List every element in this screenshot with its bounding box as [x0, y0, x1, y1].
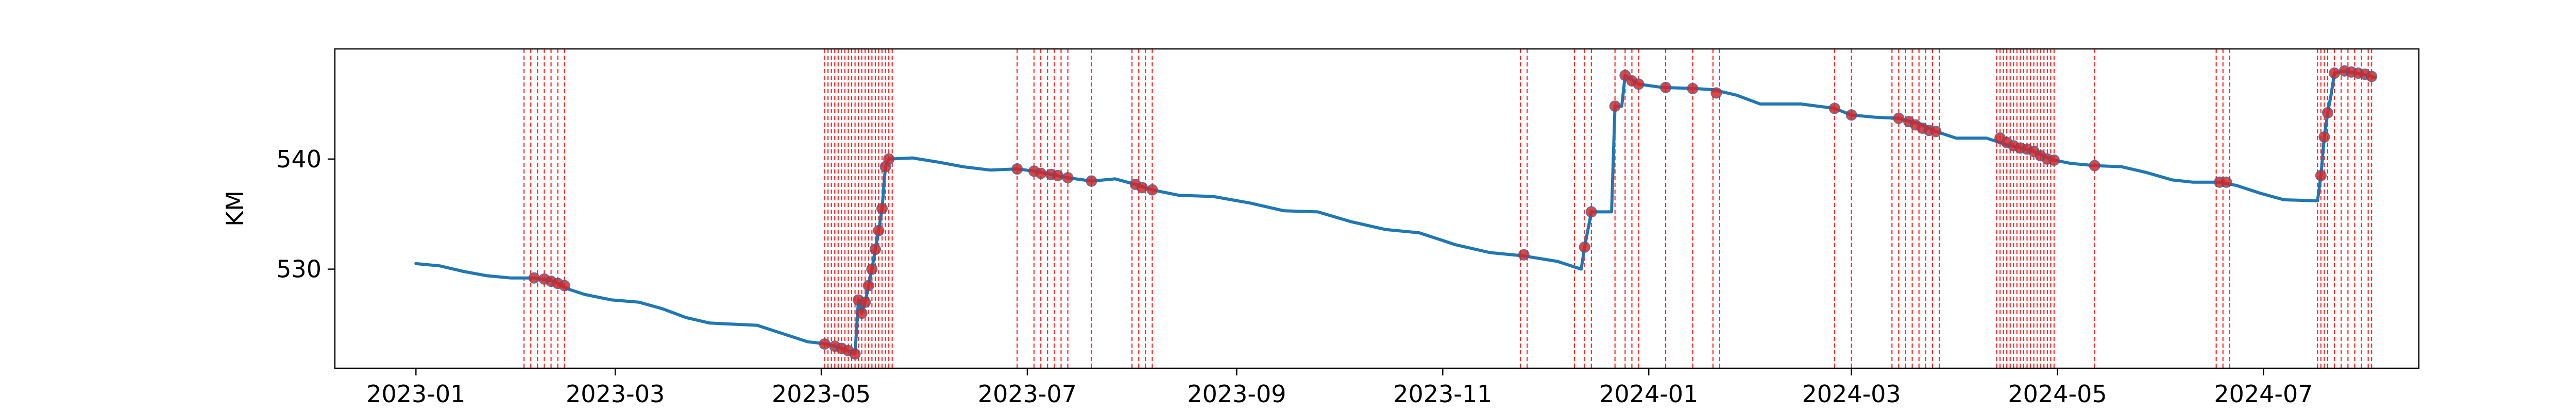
x-tick-label: 2024-03	[1802, 380, 1901, 408]
highlight-point	[2366, 71, 2378, 82]
highlight-point	[1035, 167, 1047, 179]
highlight-point	[862, 280, 874, 291]
plot-frame	[334, 48, 2420, 369]
highlight-point	[1710, 87, 1722, 99]
highlight-point	[1146, 184, 1158, 196]
x-tick-label: 2024-05	[2008, 380, 2107, 408]
highlight-point	[1930, 126, 1942, 138]
highlight-point	[1893, 112, 1905, 124]
highlight-point	[1845, 109, 1857, 121]
highlight-point	[1518, 249, 1530, 261]
highlight-point	[856, 307, 868, 319]
highlight-point	[2048, 154, 2060, 166]
highlight-point	[1660, 81, 1672, 93]
highlight-markers	[528, 65, 2378, 360]
highlight-point	[869, 244, 881, 255]
highlight-point	[849, 348, 861, 360]
highlight-point	[1633, 78, 1645, 90]
highlight-point	[2329, 67, 2341, 79]
highlight-point	[1011, 163, 1023, 175]
highlight-point	[2315, 169, 2327, 181]
highlight-point	[1052, 169, 1063, 181]
highlight-point	[873, 225, 885, 236]
x-tick-label: 2023-03	[566, 380, 665, 408]
highlight-point	[2221, 176, 2232, 188]
highlight-point	[1609, 100, 1621, 112]
vertical-marker-lines	[523, 49, 2372, 368]
y-axis-label: KM	[221, 191, 249, 227]
highlight-point	[2321, 107, 2333, 118]
highlight-point	[1579, 241, 1590, 253]
x-tick-label: 2023-01	[366, 380, 465, 408]
x-tick-label: 2024-01	[1599, 380, 1698, 408]
highlight-point	[1136, 182, 1148, 194]
x-tick-label: 2024-07	[2214, 380, 2313, 408]
highlight-point	[876, 203, 888, 214]
x-tick-label: 2023-11	[1393, 380, 1492, 408]
y-tick-label: 540	[276, 145, 321, 173]
x-tick-label: 2023-09	[1187, 380, 1286, 408]
highlight-point	[1062, 172, 1074, 184]
series-layer	[414, 69, 2377, 356]
highlight-point	[1086, 175, 1097, 187]
highlight-point	[558, 280, 570, 291]
x-tick-label: 2023-05	[772, 380, 871, 408]
series-line	[414, 69, 2377, 356]
highlight-point	[1687, 82, 1699, 94]
highlight-point	[528, 272, 540, 284]
x-axis-ticks: 2023-01 2023-03 2023-05 2023-07 2023-09 2023-…	[366, 368, 2313, 408]
highlight-point	[1585, 206, 1597, 218]
x-tick-label: 2023-07	[978, 380, 1077, 408]
highlight-point	[866, 263, 878, 275]
y-axis-ticks: 530 540	[276, 145, 335, 283]
highlight-point	[1828, 102, 1840, 114]
highlight-point	[859, 296, 871, 308]
y-tick-label: 530	[276, 255, 321, 283]
highlight-point	[883, 153, 895, 165]
highlight-point	[2089, 160, 2100, 171]
highlight-point	[2318, 131, 2330, 143]
highlight-point	[819, 338, 831, 350]
